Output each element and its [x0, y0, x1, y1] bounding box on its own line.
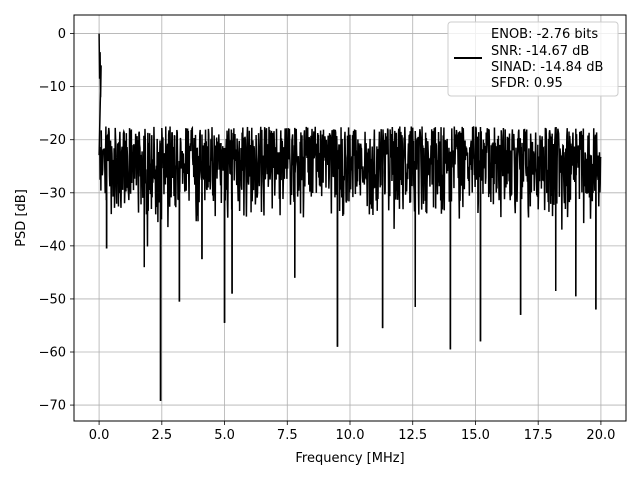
psd-series-line [98, 33, 602, 401]
x-tick-label: 10.0 [336, 428, 365, 443]
y-tick-label: −30 [39, 186, 66, 201]
y-axis-label: PSD [dB] [14, 189, 29, 247]
y-tick-label: −20 [39, 133, 66, 148]
legend-sinad: SINAD: -14.84 dB [491, 60, 603, 75]
legend-sfdr: SFDR: 0.95 [491, 76, 563, 91]
x-tick-label: 5.0 [214, 428, 235, 443]
psd-trace-group [98, 33, 602, 401]
x-tick-label: 15.0 [461, 428, 490, 443]
x-tick-label: 0.0 [89, 428, 110, 443]
y-tick-label: −10 [39, 80, 66, 95]
x-tick-label: 2.5 [151, 428, 172, 443]
y-tick-label: 0 [58, 27, 66, 42]
y-tick-label: −70 [39, 399, 66, 414]
x-axis-ticks: 0.0 2.5 5.0 7.5 10.0 12.5 15.0 17.5 20.0 [89, 421, 615, 443]
x-tick-label: 7.5 [277, 428, 298, 443]
x-tick-label: 20.0 [586, 428, 615, 443]
legend-snr: SNR: -14.67 dB [491, 44, 589, 59]
legend: ENOB: -2.76 bits SNR: -14.67 dB SINAD: -… [447, 21, 619, 97]
x-axis-label: Frequency [MHz] [295, 451, 404, 466]
legend-box [447, 21, 619, 97]
x-tick-label: 12.5 [398, 428, 427, 443]
y-axis-ticks: 0 −10 −20 −30 −40 −50 −60 −70 [39, 27, 74, 414]
y-tick-label: −50 [39, 292, 66, 307]
y-tick-label: −40 [39, 239, 66, 254]
y-tick-label: −60 [39, 346, 66, 361]
x-tick-label: 17.5 [524, 428, 553, 443]
legend-enob: ENOB: -2.76 bits [491, 27, 598, 42]
